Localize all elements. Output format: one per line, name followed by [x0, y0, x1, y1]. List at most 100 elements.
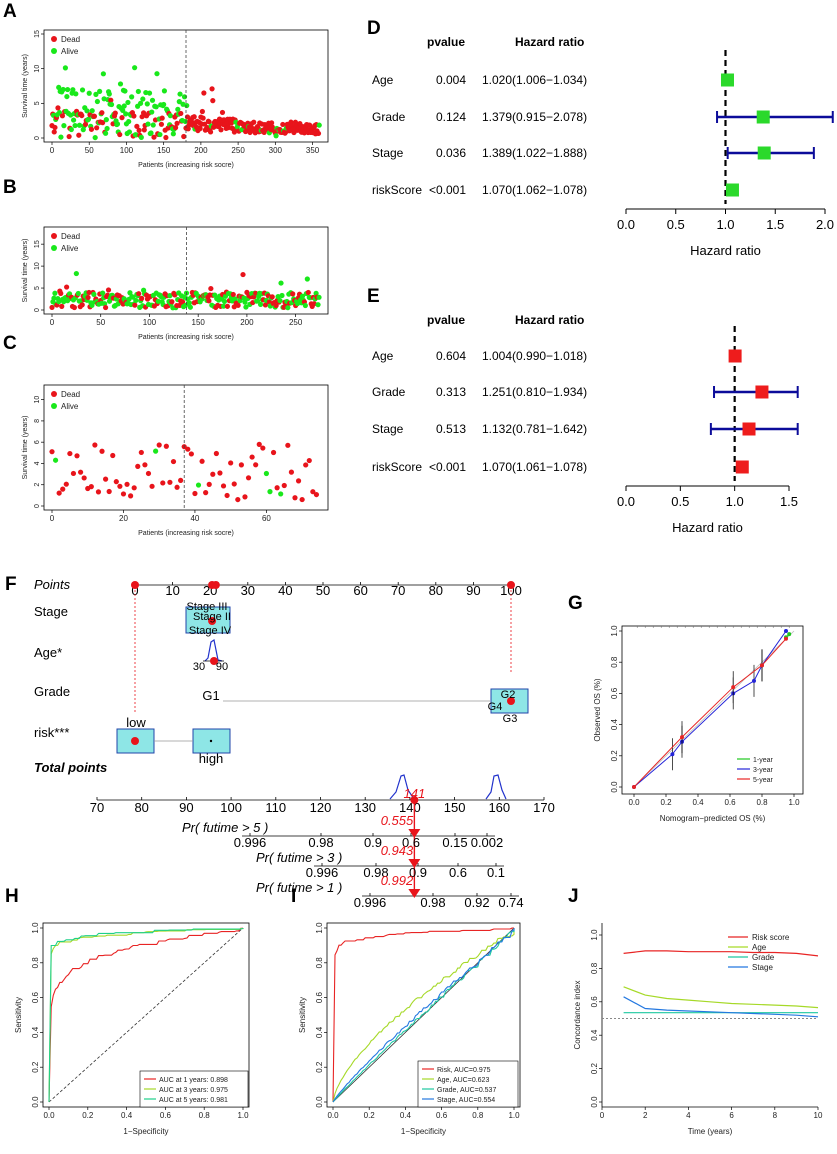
x-tick-label: 10	[814, 1111, 823, 1120]
dead-point	[213, 450, 219, 457]
x-tick-label: 0.8	[199, 1111, 211, 1120]
total-tick-label: 170	[533, 800, 555, 815]
alive-point	[76, 122, 83, 128]
points-tick-label: 70	[391, 583, 405, 598]
panel-label-j: J	[568, 886, 579, 907]
probability-tick-label: 0.74	[498, 895, 523, 910]
dead-point	[105, 287, 112, 293]
hazard-ratio-box	[757, 146, 771, 160]
alive-point	[70, 117, 77, 123]
legend-dead-marker	[51, 391, 57, 397]
probability-value: 0.943	[381, 843, 414, 858]
panel-label-g: G	[568, 593, 583, 614]
dead-point	[77, 469, 84, 475]
x-axis-label: Hazard ratio	[672, 520, 743, 535]
alive-point	[302, 302, 308, 309]
x-tick-label: 200	[194, 146, 208, 155]
alive-point	[177, 91, 183, 97]
alive-point	[184, 102, 190, 109]
forest-header-hazard-ratio: Hazard ratio	[515, 35, 584, 49]
dead-point	[52, 124, 58, 131]
y-axis-label: Survival time (years)	[22, 416, 29, 480]
x-axis-label: Hazard ratio	[690, 243, 761, 258]
legend-label: Stage, AUC=0.554	[437, 1097, 495, 1104]
forest-row-name: Stage	[372, 146, 404, 160]
dead-point	[67, 450, 73, 457]
x-tick-label: 0.2	[660, 798, 672, 807]
x-tick-label: 50	[85, 146, 94, 155]
legend-dead-label: Dead	[61, 232, 80, 241]
concordance-line-0	[623, 950, 819, 957]
legend-dead-label: Dead	[61, 35, 80, 44]
calibration-point	[680, 735, 684, 740]
dead-point	[269, 294, 275, 300]
alive-point	[73, 270, 79, 277]
x-axis-label: Time (years)	[688, 1127, 733, 1136]
dead-point	[55, 105, 61, 111]
alive-point	[241, 295, 247, 301]
probability-pointer	[408, 889, 421, 898]
grade-label-g2: G2	[501, 689, 516, 701]
alive-point	[161, 88, 168, 94]
forest-row-name: riskScore	[372, 183, 422, 197]
dead-point	[306, 457, 312, 464]
alive-point	[155, 298, 161, 304]
dead-point	[281, 482, 287, 489]
y-axis-label: Observed OS (%)	[593, 678, 602, 741]
dead-point	[81, 475, 87, 481]
alive-point	[186, 300, 193, 306]
alive-point	[267, 489, 273, 495]
probability-tick-label: 0.98	[308, 835, 333, 850]
dead-point	[245, 475, 252, 481]
dead-point	[280, 121, 286, 128]
panel-label-i: I	[291, 886, 296, 907]
alive-point	[135, 88, 141, 95]
y-tick-label: 15	[34, 240, 41, 248]
x-tick-label: 0.0	[43, 1111, 55, 1120]
probability-pointer	[408, 859, 421, 868]
dead-point	[100, 120, 106, 126]
dead-point	[206, 481, 212, 488]
dead-point	[228, 460, 234, 466]
alive-point	[52, 457, 59, 463]
dead-point	[230, 291, 236, 298]
dead-point	[235, 496, 241, 503]
legend-label: 3-year	[753, 767, 774, 774]
concordance-line-3	[623, 996, 819, 1018]
y-tick-label: 0.6	[315, 991, 324, 1003]
panel-label-d: D	[367, 18, 381, 39]
y-tick-label: 0.8	[610, 656, 619, 668]
alive-point	[153, 448, 159, 454]
dead-point	[99, 110, 105, 116]
alive-point	[65, 86, 71, 93]
legend-alive-label: Alive	[61, 244, 79, 253]
legend-label: 5-year	[753, 777, 774, 784]
alive-point	[187, 304, 193, 310]
forest-row-hr-text: 1.070(1.062−1.078)	[482, 183, 587, 197]
alive-point	[257, 301, 264, 308]
x-tick-label: 2	[643, 1111, 648, 1120]
dead-point	[273, 302, 279, 309]
x-tick-label: 200	[240, 318, 254, 327]
alive-point	[255, 298, 261, 304]
calibration-point	[670, 752, 675, 757]
probability-tick-label: 0.996	[234, 835, 267, 850]
y-tick-label: 0.4	[31, 1026, 40, 1038]
alive-point	[243, 304, 249, 310]
dead-point	[138, 449, 144, 456]
alive-point	[145, 121, 151, 127]
probability-tick-label: 0.6	[402, 835, 420, 850]
dead-point	[64, 284, 70, 290]
age-label-30: 30	[193, 661, 205, 673]
y-tick-label: 0.2	[315, 1061, 324, 1073]
panel-label-f: F	[5, 574, 17, 595]
dead-point	[119, 115, 125, 121]
alive-point	[220, 303, 227, 309]
x-tick-label: 1.0	[237, 1111, 249, 1120]
legend-dead-marker	[51, 36, 57, 42]
dead-point	[74, 453, 80, 459]
probability-tick-label: 0.98	[363, 865, 388, 880]
grade-label-g3: G3	[503, 713, 518, 725]
stage-marker	[208, 617, 217, 625]
x-tick-label: 8	[773, 1111, 778, 1120]
